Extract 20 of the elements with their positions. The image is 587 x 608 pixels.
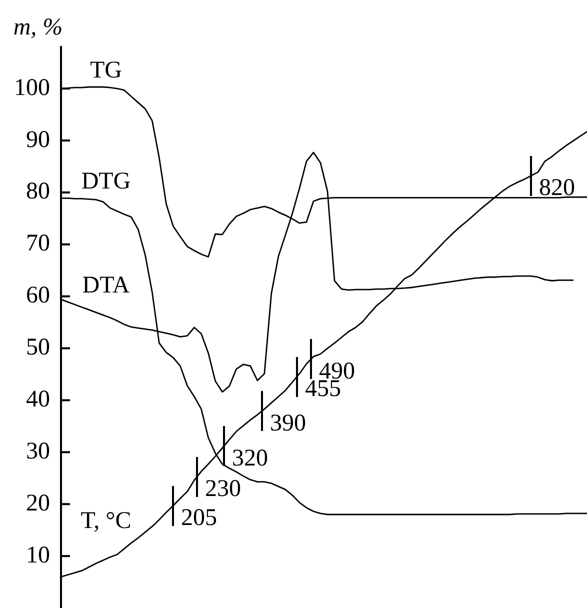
y-tick-label: 40 bbox=[26, 386, 50, 413]
series-label: DTA bbox=[82, 272, 130, 298]
y-tick-label: 60 bbox=[26, 282, 50, 309]
y-tick-label: 10 bbox=[26, 542, 50, 568]
series-label: DTG bbox=[81, 168, 131, 194]
y-tick-label: 70 bbox=[26, 230, 50, 257]
annotation: 390 bbox=[270, 410, 306, 436]
y-axis-title: m, % bbox=[13, 14, 63, 40]
y-tick-label: 20 bbox=[26, 490, 50, 516]
series-label: TG bbox=[90, 57, 122, 84]
annotation: 320 bbox=[232, 445, 268, 472]
y-tick-label: 30 bbox=[26, 438, 50, 464]
legend-label: T, °C bbox=[80, 508, 132, 534]
annotation: 205 bbox=[180, 505, 217, 532]
annotation: 230 bbox=[205, 476, 242, 502]
y-tick-label: 100 bbox=[14, 74, 50, 101]
y-tick-label: 80 bbox=[26, 178, 50, 205]
y-tick-label: 50 bbox=[26, 334, 50, 361]
annotation: 820 bbox=[538, 175, 575, 202]
y-tick-label: 90 bbox=[26, 126, 50, 153]
